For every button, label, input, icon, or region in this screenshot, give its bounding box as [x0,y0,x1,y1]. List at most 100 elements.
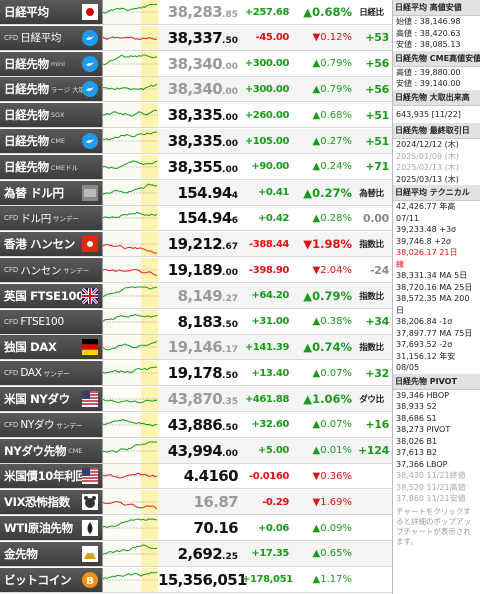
instrument-name-cell[interactable]: CFD ハンセン サンデー [0,258,103,282]
market-board: 日経平均38,283.85+257.68▲0.68%日経比11/22CFD日経平… [0,0,415,593]
sparkline-chart[interactable] [102,438,158,463]
instrument-name: ハンセン [20,264,62,277]
spread-value: -24 [370,263,389,277]
hong-kong-flag-icon [82,236,98,253]
sparkline-chart[interactable] [102,258,158,282]
sparkline-chart[interactable] [102,412,158,437]
instrument-name: ビットコイン [4,572,72,587]
twitter-bird-icon[interactable] [82,55,98,72]
nikkei-highlow-item: 始値 : 38,146.98 [396,17,461,26]
instrument-name-cell[interactable]: NYダウ先物 CME [0,438,103,463]
sparkline-chart[interactable] [102,387,158,411]
change-value: +0.06 [257,522,289,534]
spread-value: +53 [365,31,389,45]
change-value: +0.42 [257,212,289,224]
sparkline-chart[interactable] [102,0,158,24]
sparkline-chart[interactable] [102,103,158,128]
instrument-name-cell[interactable]: 香港 ハンセン [0,232,103,257]
sparkline-chart[interactable] [102,180,158,205]
instrument-prefix: CFD [4,214,19,223]
sparkline-chart[interactable] [102,490,158,515]
sparkline-chart[interactable] [102,541,158,566]
sparkline-chart[interactable] [102,567,158,592]
sparkline-chart[interactable] [102,283,158,308]
sq-list: 2024/12/12 (木) 2025/01/09 (木) 2025/02/13 (… [393,139,480,185]
svg-text:B: B [86,576,94,587]
spread-value: +124 [358,444,389,458]
change-value: +461.88 [244,393,290,405]
twitter-bird-icon[interactable] [82,29,98,46]
instrument-name-cell[interactable]: VIX恐怖指数 [0,490,103,515]
instrument-name-cell[interactable]: 日経先物 mini [0,51,103,76]
technical-header: 日経平均 テクニカル [393,185,480,201]
spread-value: +56 [365,82,389,96]
sparkline-chart[interactable] [102,206,158,231]
instrument-name-cell[interactable]: 為替 ドル円 [0,180,103,205]
instrument-subtitle: サンデー [63,267,90,275]
sparkline-chart[interactable] [102,129,158,153]
instrument-name-cell[interactable]: CFD 日経平均 [0,25,103,50]
instrument-name-cell[interactable]: 米国債10年利回り [0,464,103,489]
sparkline-chart[interactable] [102,309,158,334]
instrument-name: ドル円 [20,212,51,225]
instrument-name-cell[interactable]: CFD NYダウ サンデー [0,412,103,437]
sparkline-chart[interactable] [102,516,158,540]
instrument-name: 米国 NYダウ [4,392,70,406]
sparkline-chart[interactable] [102,335,158,360]
instrument-name-cell[interactable]: WTI原油先物 [0,516,103,540]
instrument-name-cell[interactable]: 米国 NYダウ [0,387,103,411]
twitter-bird-icon[interactable] [82,81,98,98]
bitcoin-icon: B [82,571,98,588]
instrument-name-cell[interactable]: 日経平均 [0,0,103,24]
instrument-prefix: CFD [4,317,19,326]
sparkline-chart[interactable] [102,25,158,50]
sparkline-chart[interactable] [102,51,158,76]
instrument-name-cell[interactable]: 日経先物 ラージ 大取 [0,77,103,102]
sparkline-chart[interactable] [102,232,158,257]
instrument-name-cell[interactable]: 英国 FTSE100 [0,283,103,308]
sparkline-chart[interactable] [102,77,158,102]
instrument-name-cell[interactable]: CFD ドル円 サンデー [0,206,103,231]
instrument-name-cell[interactable]: CFD FTSE100 [0,309,103,334]
percent-change: ▲0.01% [312,445,352,457]
instrument-name-cell[interactable]: 日経先物 CME [0,129,103,153]
sparkline-chart[interactable] [102,154,158,179]
instrument-name-cell[interactable]: 独国 DAX [0,335,103,360]
quote-row[interactable]: CFDハンセンサンデー19,189.00-398.90▼2.04%-2415:5… [0,258,415,283]
technical-item: 37,897.77 MA 75日 [396,328,473,338]
twitter-bird-icon[interactable] [82,133,98,149]
sparkline-chart[interactable] [102,361,158,386]
instrument-name-cell[interactable]: 日経先物 CMEドル [0,154,103,179]
instrument-name-cell[interactable]: CFD DAX サンデー [0,361,103,386]
spread-value: +32 [365,366,389,380]
pivot-item: 38,430 11/21終値 [396,471,466,480]
instrument-name-cell[interactable]: 日経先物 SGX [0,103,103,128]
currency-flag-icon [82,184,98,201]
sparkline-chart[interactable] [102,464,158,489]
instrument-name-cell[interactable]: ビットコイン B [0,567,103,592]
nikkei-highlow-header: 日経平均 高値安値 [393,0,480,16]
instrument-name-cell[interactable]: 金先物 [0,541,103,566]
